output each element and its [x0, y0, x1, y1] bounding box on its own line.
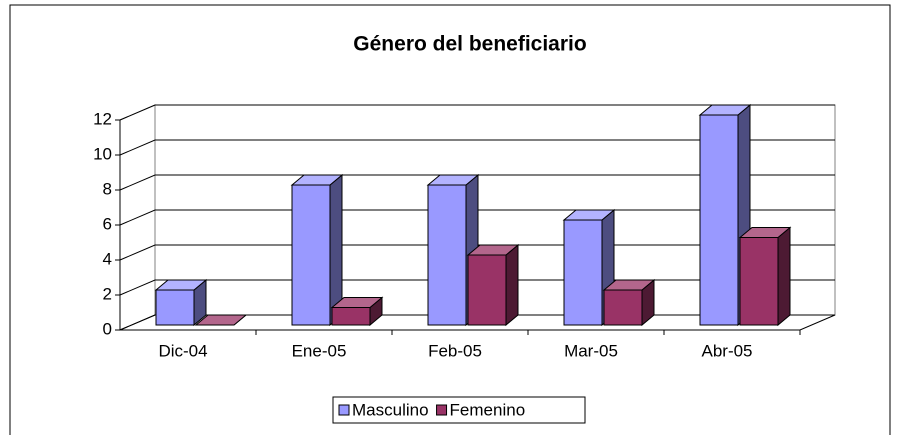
legend-swatch [436, 404, 448, 416]
legend-swatch [338, 404, 350, 416]
y-tick-label: 0 [103, 319, 112, 338]
chart-title: Género del beneficiario [353, 33, 586, 56]
x-tick-label: Mar-05 [564, 341, 618, 360]
grid-line [119, 139, 835, 156]
x-tick-label: Dic-04 [158, 341, 207, 360]
y-tick-label: 4 [103, 249, 112, 268]
bar [426, 173, 480, 327]
x-tick-label: Ene-05 [292, 341, 347, 360]
y-tick-label: 2 [103, 284, 112, 303]
bar [154, 278, 208, 327]
bar [194, 314, 248, 326]
bar [466, 243, 520, 327]
y-tick-label: 10 [93, 144, 112, 163]
bar-side [505, 243, 519, 327]
legend-box [332, 396, 586, 424]
y-tick-label: 12 [93, 109, 112, 128]
x-tick-label: Feb-05 [428, 341, 482, 360]
bar-front [291, 184, 331, 326]
bar-front [467, 254, 507, 326]
y-tick-label: 8 [103, 179, 112, 198]
bar [330, 296, 384, 327]
bar [602, 278, 656, 327]
bar-front [427, 184, 467, 326]
bar-side [777, 226, 791, 327]
bar-front [155, 289, 195, 326]
bar-top [194, 314, 248, 326]
bar-front [603, 289, 643, 326]
bar-front [699, 114, 739, 326]
bar-front [563, 219, 603, 326]
legend-label: Masculino [352, 400, 429, 419]
bar-front [331, 307, 371, 326]
y-tick-label: 6 [103, 214, 112, 233]
bar [738, 226, 792, 327]
grid-line [119, 104, 835, 121]
grid-line [119, 174, 835, 191]
bar [290, 173, 344, 327]
x-tick-label: Abr-05 [701, 341, 752, 360]
legend-label: Femenino [450, 400, 526, 419]
bar-front [739, 237, 779, 326]
